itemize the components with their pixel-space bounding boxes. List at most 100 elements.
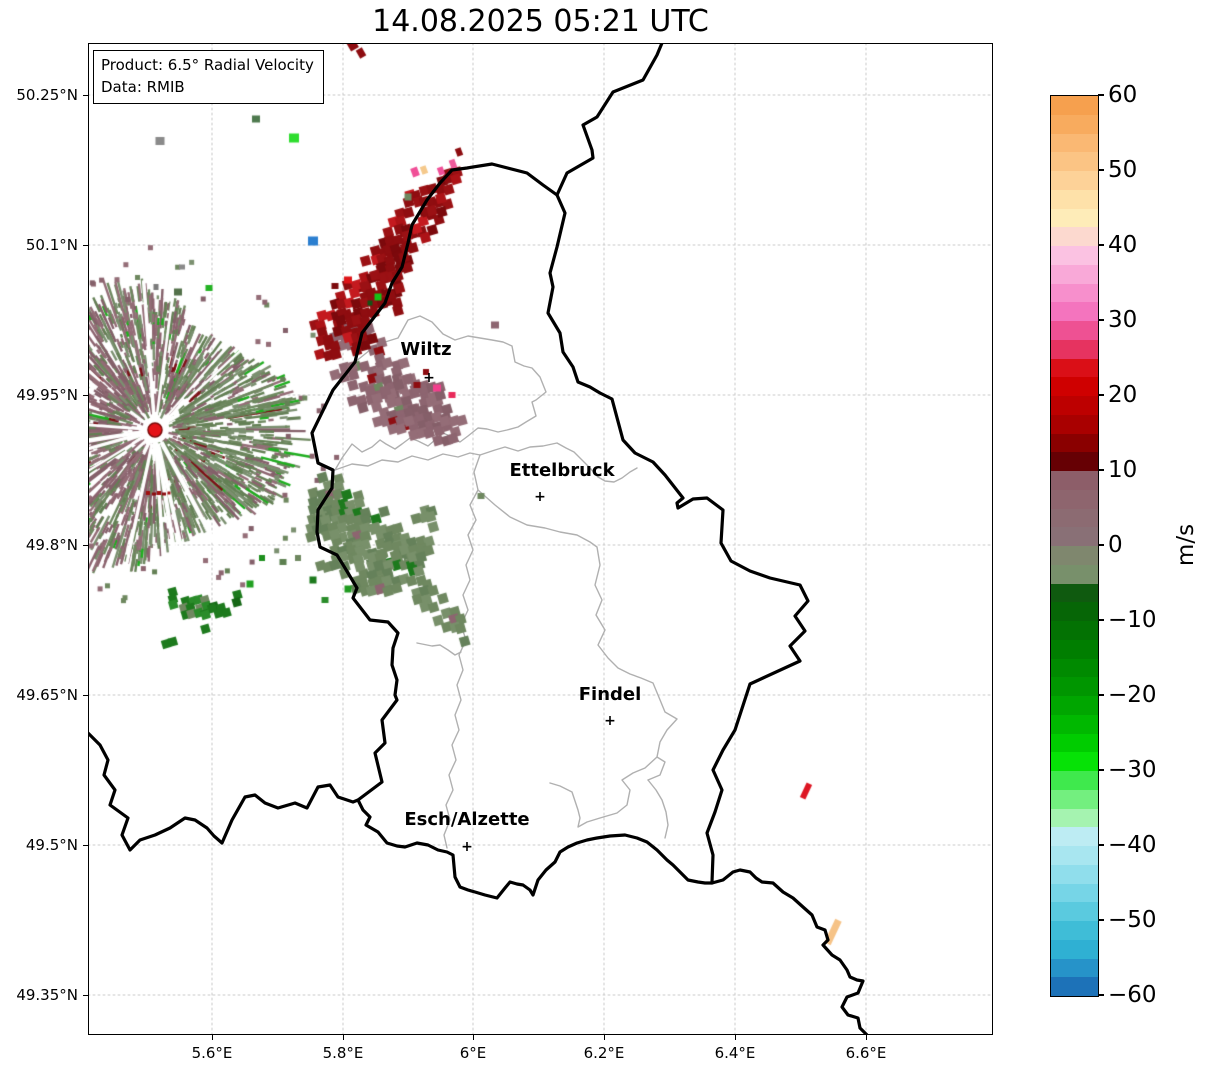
colorbar-tick-label: 0 [1108, 532, 1123, 558]
colorbar-segment [1051, 302, 1098, 321]
colorbar-tick-mark [1098, 169, 1104, 171]
colorbar-segment [1051, 789, 1098, 809]
colorbar-tick-mark [1098, 769, 1104, 771]
x-tick-mark [735, 1035, 737, 1040]
colorbar-segment [1051, 358, 1098, 378]
colorbar-tick-label: −10 [1108, 607, 1157, 633]
city-marker-icon: + [423, 370, 435, 386]
colorbar-tick-mark [1098, 919, 1104, 921]
colorbar-tick-label: −20 [1108, 682, 1157, 708]
y-tick-mark [83, 995, 88, 997]
colorbar-segment [1051, 921, 1098, 940]
colorbar-tick-mark [1098, 244, 1104, 246]
colorbar-segment [1051, 246, 1098, 265]
country-borders-layer [88, 43, 869, 1035]
colorbar-segment [1051, 939, 1098, 959]
colorbar-segment [1051, 977, 1098, 996]
colorbar [1050, 95, 1099, 997]
y-tick-label: 50.25°N [16, 86, 78, 104]
colorbar-tick-mark [1098, 319, 1104, 321]
colorbar-segment [1051, 96, 1098, 115]
colorbar-tick-label: −40 [1108, 832, 1157, 858]
colorbar-tick-label: 10 [1108, 457, 1138, 483]
y-tick-label: 49.95°N [16, 386, 78, 404]
colorbar-segment [1051, 546, 1098, 565]
y-tick-mark [83, 845, 88, 847]
colorbar-segment [1051, 827, 1098, 846]
x-tick-label: 6°E [459, 1044, 487, 1062]
colorbar-segment [1051, 171, 1098, 190]
colorbar-tick-label: −30 [1108, 757, 1157, 783]
data-source-label: Data: RMIB [101, 78, 185, 96]
colorbar-segment [1051, 414, 1098, 434]
y-tick-mark [83, 545, 88, 547]
radar-echo-canvas [88, 43, 993, 1035]
product-label: Product: 6.5° Radial Velocity [101, 56, 314, 74]
colorbar-segment [1051, 339, 1098, 359]
colorbar-segment [1051, 583, 1098, 603]
y-tick-mark [83, 695, 88, 697]
x-tick-label: 5.6°E [191, 1044, 233, 1062]
y-tick-label: 49.8°N [25, 536, 78, 554]
country-border [88, 731, 360, 852]
colorbar-tick-label: 20 [1108, 382, 1138, 408]
y-tick-label: 49.35°N [16, 986, 78, 1004]
colorbar-tick-mark [1098, 694, 1104, 696]
colorbar-segment [1051, 227, 1098, 246]
colorbar-segment [1051, 189, 1098, 209]
city-label: Ettelbruck [509, 460, 615, 481]
x-tick-label: 6.4°E [714, 1044, 756, 1062]
colorbar-segment [1051, 489, 1098, 509]
colorbar-segment [1051, 808, 1098, 828]
y-tick-mark [83, 395, 88, 397]
colorbar-segment [1051, 658, 1098, 678]
colorbar-segment [1051, 152, 1098, 171]
colorbar-segment [1051, 621, 1098, 640]
colorbar-segment [1051, 864, 1098, 884]
country-border [546, 43, 810, 884]
x-tick-mark [212, 1035, 214, 1040]
colorbar-tick-mark [1098, 544, 1104, 546]
colorbar-segment [1051, 602, 1098, 621]
y-tick-mark [83, 95, 88, 97]
colorbar-segment [1051, 527, 1098, 546]
colorbar-tick-label: 60 [1108, 82, 1138, 108]
colorbar-segment [1051, 564, 1098, 584]
country-border [710, 868, 869, 1035]
colorbar-segment [1051, 433, 1098, 453]
colorbar-tick-mark [1098, 619, 1104, 621]
y-tick-label: 49.65°N [16, 686, 78, 704]
colorbar-tick-mark [1098, 94, 1104, 96]
colorbar-segment [1051, 958, 1098, 978]
colorbar-segment [1051, 639, 1098, 659]
colorbar-segment [1051, 114, 1098, 134]
x-tick-label: 6.6°E [845, 1044, 887, 1062]
colorbar-segment [1051, 696, 1098, 715]
city-marker-icon: + [461, 839, 473, 855]
colorbar-segment [1051, 133, 1098, 153]
colorbar-tick-label: 30 [1108, 307, 1138, 333]
colorbar-tick-label: −50 [1108, 907, 1157, 933]
x-tick-label: 6.2°E [583, 1044, 625, 1062]
colorbar-segment [1051, 677, 1098, 696]
colorbar-segment [1051, 208, 1098, 228]
colorbar-unit-label: m/s [1173, 523, 1199, 567]
colorbar-segment [1051, 714, 1098, 734]
colorbar-segment [1051, 508, 1098, 528]
city-label: Findel [578, 684, 642, 705]
colorbar-segment [1051, 283, 1098, 303]
colorbar-segment [1051, 377, 1098, 396]
colorbar-segment [1051, 883, 1098, 903]
city-label: Wiltz [400, 339, 452, 360]
country-border [310, 162, 559, 802]
colorbar-tick-label: −60 [1108, 982, 1157, 1008]
city-label: Esch/Alzette [404, 809, 530, 830]
colorbar-tick-mark [1098, 394, 1104, 396]
y-tick-label: 49.5°N [25, 836, 78, 854]
x-tick-label: 5.8°E [322, 1044, 364, 1062]
colorbar-tick-label: 50 [1108, 157, 1138, 183]
y-tick-mark [83, 245, 88, 247]
colorbar-tick-label: 40 [1108, 232, 1138, 258]
colorbar-segment [1051, 321, 1098, 340]
colorbar-segment [1051, 846, 1098, 865]
